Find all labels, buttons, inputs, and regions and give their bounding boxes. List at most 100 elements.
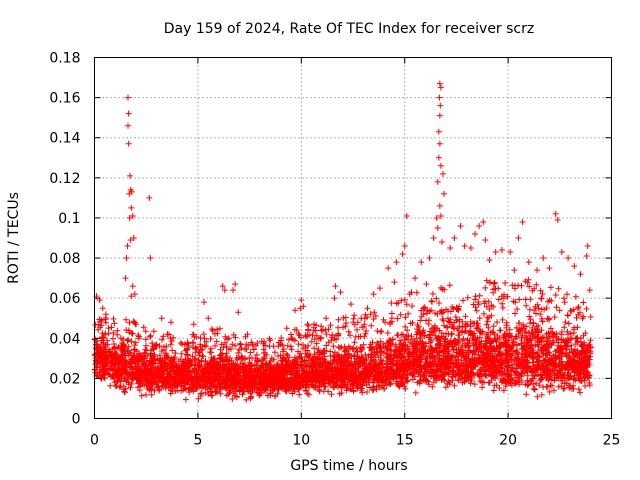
plot-frame (94, 57, 612, 419)
data-point (201, 299, 208, 306)
data-point (437, 162, 444, 169)
data-point (447, 245, 454, 252)
data-point (244, 331, 251, 338)
data-point (128, 293, 135, 300)
data-point (440, 190, 447, 197)
data-point (298, 297, 305, 304)
data-point (437, 84, 444, 91)
x-tick-labels: 0 5 10 15 20 25 (90, 433, 620, 449)
x-tick-label: 15 (396, 433, 414, 449)
data-point (131, 291, 138, 298)
data-point (565, 255, 572, 262)
data-point (586, 287, 593, 294)
data-point (125, 110, 132, 117)
data-point (435, 154, 442, 161)
data-point (438, 239, 445, 246)
data-point (128, 188, 135, 195)
data-point (129, 212, 136, 219)
data-point (125, 122, 132, 129)
data-point (486, 257, 493, 264)
data-point (99, 305, 106, 312)
data-point (393, 259, 400, 266)
data-point (546, 265, 553, 272)
data-point (399, 251, 406, 258)
x-tick-label: 5 (193, 433, 202, 449)
data-point (507, 249, 514, 256)
data-point (230, 287, 237, 294)
data-point (126, 214, 133, 221)
x-axis-label: GPS time / hours (290, 458, 407, 474)
data-point (221, 287, 228, 294)
data-point (283, 325, 290, 332)
data-point (364, 305, 371, 312)
data-point (310, 327, 317, 334)
data-point (385, 265, 392, 272)
data-point (123, 255, 130, 262)
y-axis-label: ROTI / TECUs (6, 192, 22, 284)
data-point (498, 247, 505, 254)
data-point (235, 309, 242, 316)
data-point (457, 222, 464, 229)
data-point (232, 281, 239, 288)
data-point (376, 285, 383, 292)
data-point (519, 218, 526, 225)
data-point (437, 212, 444, 219)
data-point (391, 279, 398, 286)
data-point (127, 172, 134, 179)
y-tick-label: 0.18 (49, 51, 80, 67)
ticks-layer (94, 57, 612, 419)
data-point (122, 275, 129, 282)
data-point (511, 267, 518, 274)
data-point (584, 243, 591, 250)
data-point (125, 140, 132, 147)
data-point (451, 235, 458, 241)
data-point (472, 230, 479, 237)
y-tick-label: 0.16 (49, 91, 80, 107)
data-point (439, 170, 446, 177)
data-point (124, 243, 131, 250)
y-tick-label: 0.12 (49, 171, 80, 187)
data-point (436, 80, 443, 87)
data-point (337, 289, 344, 296)
data-point (558, 249, 565, 256)
data-point (370, 291, 377, 298)
data-point (331, 295, 338, 302)
dense-point-band (91, 276, 594, 403)
data-point (412, 275, 419, 282)
data-point (534, 267, 541, 274)
data-point (583, 253, 590, 260)
data-point (433, 214, 440, 221)
data-point (418, 259, 425, 266)
data-point (437, 102, 444, 109)
data-point (554, 216, 561, 223)
y-tick-label: 0.02 (49, 371, 80, 387)
data-point (461, 243, 468, 250)
data-point (127, 237, 134, 244)
data-point (130, 235, 137, 241)
data-point (436, 202, 443, 209)
data-point (323, 315, 330, 322)
data-point (102, 311, 109, 318)
y-tick-label: 0.06 (49, 291, 80, 307)
y-tick-label: 0.08 (49, 251, 80, 267)
data-point (476, 222, 483, 229)
points-layer (91, 80, 594, 403)
data-point (426, 255, 433, 262)
data-point (436, 140, 443, 147)
data-point (304, 321, 311, 328)
data-point (168, 319, 175, 326)
data-point (158, 315, 165, 322)
data-point (403, 212, 410, 219)
data-point (190, 321, 197, 328)
data-point (128, 204, 135, 211)
x-tick-label: 25 (603, 433, 621, 449)
data-point (435, 128, 442, 135)
y-tick-label: 0.1 (58, 211, 80, 227)
data-point (292, 307, 299, 314)
data-point (552, 210, 559, 217)
data-point (358, 315, 365, 322)
data-point (467, 245, 474, 252)
x-tick-label: 20 (499, 433, 517, 449)
data-point (129, 283, 136, 290)
data-point (492, 249, 499, 256)
